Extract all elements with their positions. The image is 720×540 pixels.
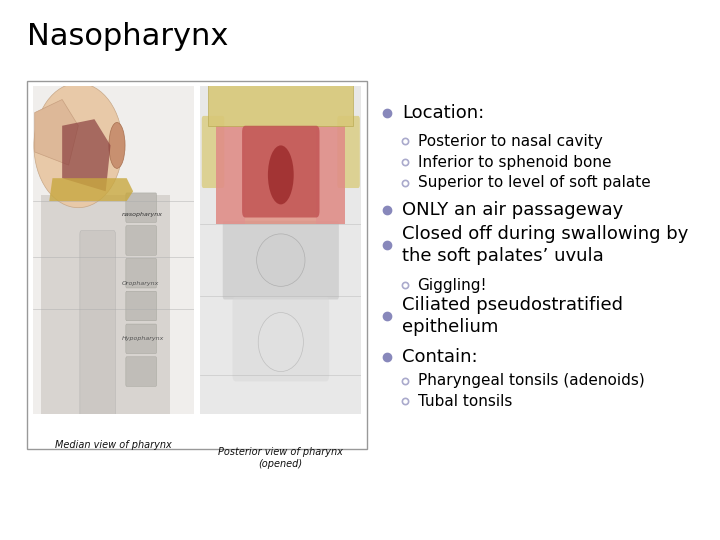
Text: Tubal tonsils: Tubal tonsils (418, 394, 512, 409)
FancyBboxPatch shape (126, 291, 156, 321)
Text: Closed off during swallowing by
the soft palates’ uvula: Closed off during swallowing by the soft… (402, 225, 688, 265)
Text: Posterior to nasal cavity: Posterior to nasal cavity (418, 134, 603, 149)
FancyBboxPatch shape (242, 126, 320, 218)
FancyBboxPatch shape (200, 86, 361, 414)
FancyBboxPatch shape (208, 80, 354, 126)
FancyBboxPatch shape (216, 126, 246, 224)
Text: ONLY an air passageway: ONLY an air passageway (402, 200, 623, 219)
Polygon shape (62, 119, 111, 191)
FancyBboxPatch shape (216, 126, 346, 224)
FancyBboxPatch shape (222, 221, 339, 300)
FancyBboxPatch shape (316, 126, 346, 224)
FancyBboxPatch shape (337, 116, 360, 188)
FancyBboxPatch shape (126, 226, 156, 255)
FancyBboxPatch shape (33, 86, 194, 414)
Text: Median view of pharynx: Median view of pharynx (55, 441, 172, 450)
Text: nasopharynx: nasopharynx (122, 212, 163, 217)
FancyBboxPatch shape (202, 116, 225, 188)
FancyBboxPatch shape (126, 193, 156, 222)
Text: Pharyngeal tonsils (adenoids): Pharyngeal tonsils (adenoids) (418, 373, 644, 388)
Text: Location:: Location: (402, 104, 484, 123)
Text: Superior to level of soft palate: Superior to level of soft palate (418, 175, 650, 190)
FancyBboxPatch shape (41, 194, 170, 414)
FancyBboxPatch shape (80, 231, 115, 417)
FancyBboxPatch shape (27, 81, 367, 449)
Polygon shape (35, 99, 78, 165)
Text: Oropharynx: Oropharynx (122, 281, 159, 286)
FancyBboxPatch shape (233, 296, 329, 381)
Text: Contain:: Contain: (402, 348, 477, 367)
Ellipse shape (258, 313, 303, 372)
Text: Ciliated pseudostratified
epithelium: Ciliated pseudostratified epithelium (402, 296, 623, 336)
Text: Nasopharynx: Nasopharynx (27, 22, 229, 51)
Ellipse shape (109, 123, 125, 168)
Ellipse shape (34, 83, 122, 208)
Ellipse shape (268, 145, 294, 205)
Text: Hypopharynx: Hypopharynx (122, 336, 164, 341)
FancyBboxPatch shape (126, 259, 156, 288)
FancyBboxPatch shape (126, 324, 156, 354)
Ellipse shape (256, 234, 305, 286)
Text: Inferior to sphenoid bone: Inferior to sphenoid bone (418, 154, 611, 170)
FancyBboxPatch shape (126, 357, 156, 386)
Polygon shape (49, 178, 133, 201)
Text: Posterior view of pharynx
(opened): Posterior view of pharynx (opened) (218, 447, 343, 469)
Text: Giggling!: Giggling! (418, 278, 487, 293)
